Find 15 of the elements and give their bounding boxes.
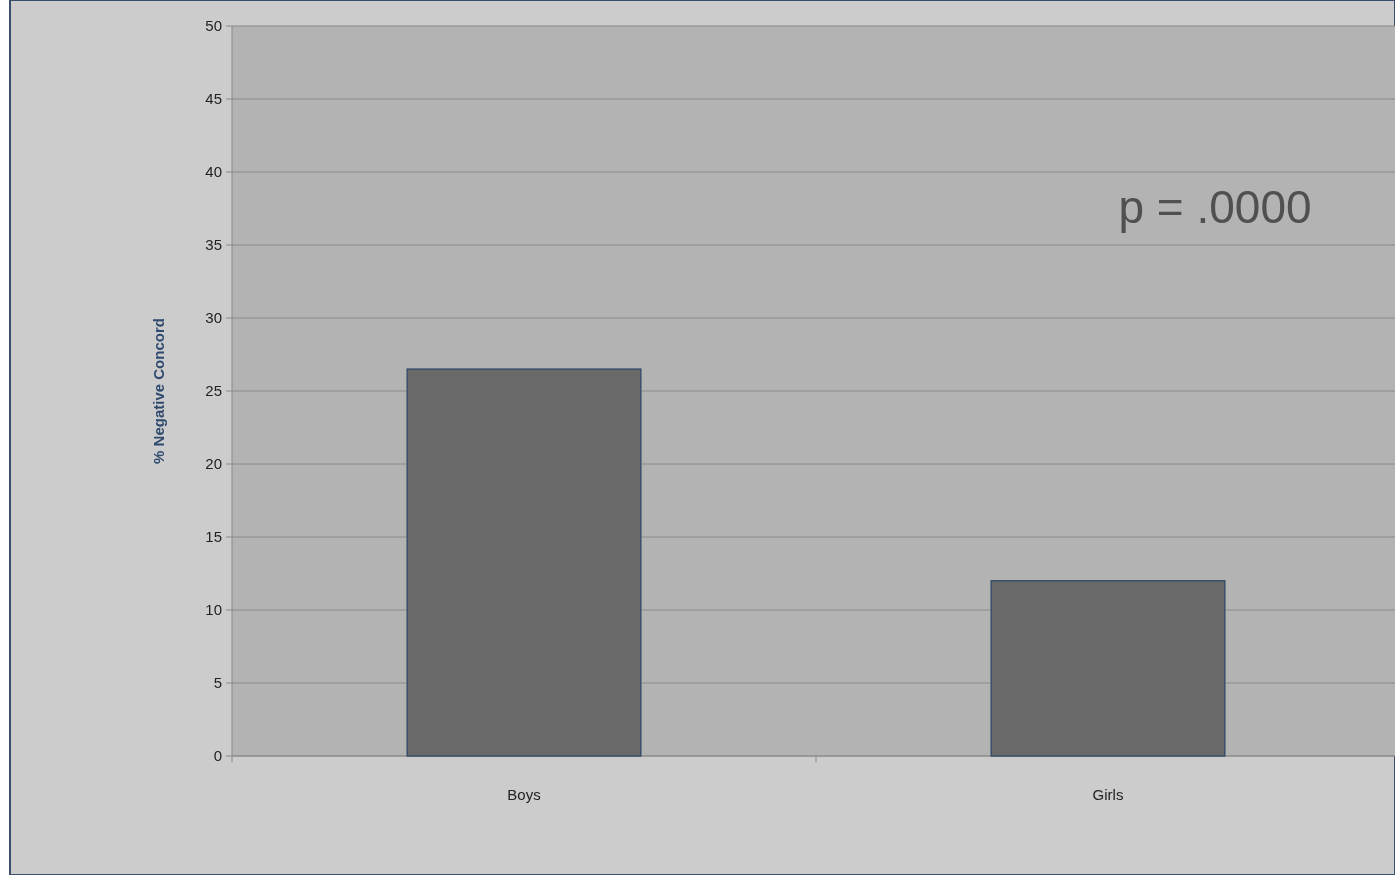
x-tick-label: Boys: [507, 786, 541, 803]
y-tick-label: 20: [205, 455, 222, 473]
x-tick-label: Girls: [1092, 786, 1124, 803]
annotation: p = .0000: [1118, 181, 1312, 233]
y-tick-label: 45: [205, 90, 222, 108]
y-tick-label: 40: [205, 163, 222, 181]
y-axis-title: % Negative Concord: [150, 318, 167, 464]
y-tick-label: 25: [205, 382, 222, 400]
y-tick-label: 50: [205, 17, 222, 35]
y-tick-label: 15: [205, 528, 222, 546]
y-tick-label: 35: [205, 236, 222, 254]
y-tick-label: 5: [213, 674, 222, 692]
y-tick-label: 10: [205, 601, 222, 619]
y-tick-label: 30: [205, 309, 222, 327]
y-tick-label: 0: [213, 747, 222, 765]
